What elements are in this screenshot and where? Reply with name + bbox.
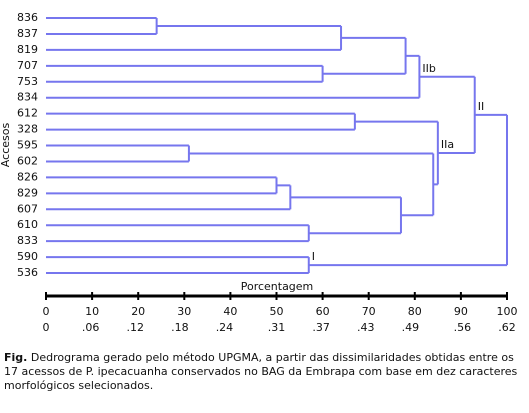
x-tick-label: 0 xyxy=(43,305,50,318)
cluster-label: II xyxy=(478,100,485,113)
x-tick-label: 20 xyxy=(131,305,145,318)
x2-tick-label: .43 xyxy=(357,321,375,334)
x-tick-label: 90 xyxy=(454,305,468,318)
leaf-label: 595 xyxy=(17,139,38,152)
cluster-label: IIa xyxy=(441,138,454,151)
x2-tick-label: 0 xyxy=(43,321,50,334)
leaf-label: 753 xyxy=(17,75,38,88)
x-tick-label: 60 xyxy=(316,305,330,318)
x-tick-label: 100 xyxy=(497,305,518,318)
caption: Fig. Dedrograma gerado pelo método UPGMA… xyxy=(4,351,524,393)
leaf-label: 536 xyxy=(17,266,38,279)
leaf-label: 590 xyxy=(17,250,38,263)
leaf-label: 836 xyxy=(17,11,38,24)
leaf-label: 829 xyxy=(17,186,38,199)
x2-tick-label: .06 xyxy=(82,321,100,334)
x2-tick-label: .62 xyxy=(498,321,516,334)
x-tick-label: 10 xyxy=(85,305,99,318)
x2-tick-label: .24 xyxy=(216,321,234,334)
cluster-label: I xyxy=(312,250,315,263)
x-tick-label: 70 xyxy=(362,305,376,318)
leaf-label: 833 xyxy=(17,234,38,247)
leaf-label: 610 xyxy=(17,218,38,231)
leaf-label: 612 xyxy=(17,107,38,120)
x-tick-label: 50 xyxy=(270,305,284,318)
x2-tick-label: .37 xyxy=(312,321,330,334)
leaf-label: 607 xyxy=(17,202,38,215)
leaf-label: 328 xyxy=(17,123,38,136)
x-axis-label: Porcentagem xyxy=(241,280,314,293)
leaf-label: 602 xyxy=(17,154,38,167)
x-tick-label: 30 xyxy=(177,305,191,318)
leaf-label: 826 xyxy=(17,170,38,183)
leaf-label: 837 xyxy=(17,27,38,40)
leaf-label: 707 xyxy=(17,59,38,72)
cluster-label: IIb xyxy=(422,62,435,75)
x2-tick-label: .49 xyxy=(402,321,420,334)
x-tick-label: 40 xyxy=(223,305,237,318)
leaf-label: 819 xyxy=(17,43,38,56)
caption-prefix: Fig. xyxy=(4,351,28,364)
x2-tick-label: .18 xyxy=(171,321,189,334)
x2-tick-label: .31 xyxy=(268,321,286,334)
x2-tick-label: .12 xyxy=(126,321,144,334)
x-tick-label: 80 xyxy=(408,305,422,318)
caption-text: Dedrograma gerado pelo método UPGMA, a p… xyxy=(4,351,518,392)
chart: Accesos Porcentagem 0 10 20 30 40 50 60 70 80 90 1… xyxy=(0,11,518,334)
x2-tick-label: .56 xyxy=(454,321,472,334)
y-axis-label: Accesos xyxy=(0,123,12,168)
leaf-label: 834 xyxy=(17,91,38,104)
